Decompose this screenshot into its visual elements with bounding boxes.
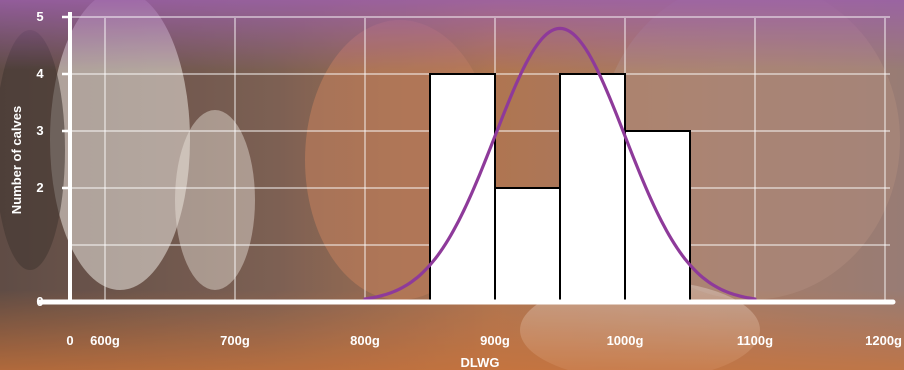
normal-distribution-curve <box>363 26 757 301</box>
x-tick-label-900: 900g <box>480 333 510 348</box>
y-axis-title: Number of calves <box>9 106 24 214</box>
axes <box>37 12 896 305</box>
histogram-bar-1 <box>429 73 496 303</box>
x-axis-title: DLWG <box>461 355 500 370</box>
y-tick-label-4: 4 <box>36 66 44 81</box>
y-tick-label-0: 0 <box>36 294 43 309</box>
normal-curve <box>363 26 757 301</box>
x-tick-label-1000: 1000g <box>607 333 644 348</box>
x-tick-label-1200: 1200g <box>865 333 902 348</box>
x-tick-label-1100: 1100g <box>737 333 773 348</box>
histogram-bar-2 <box>494 187 561 303</box>
x-origin-label: 0 <box>66 333 73 348</box>
x-tick-label-600: 600g <box>90 333 120 348</box>
x-tick-label-700: 700g <box>220 333 250 348</box>
y-tick-label-5: 5 <box>36 9 43 24</box>
y-tick-label-2: 2 <box>36 180 43 195</box>
x-tick-label-800: 800g <box>350 333 380 348</box>
y-tick-label-3: 3 <box>36 123 43 138</box>
tick-labels: 0 2 3 4 5 0 600g 700g 800g 900g 1000g 1100g 1200g <box>36 9 902 348</box>
